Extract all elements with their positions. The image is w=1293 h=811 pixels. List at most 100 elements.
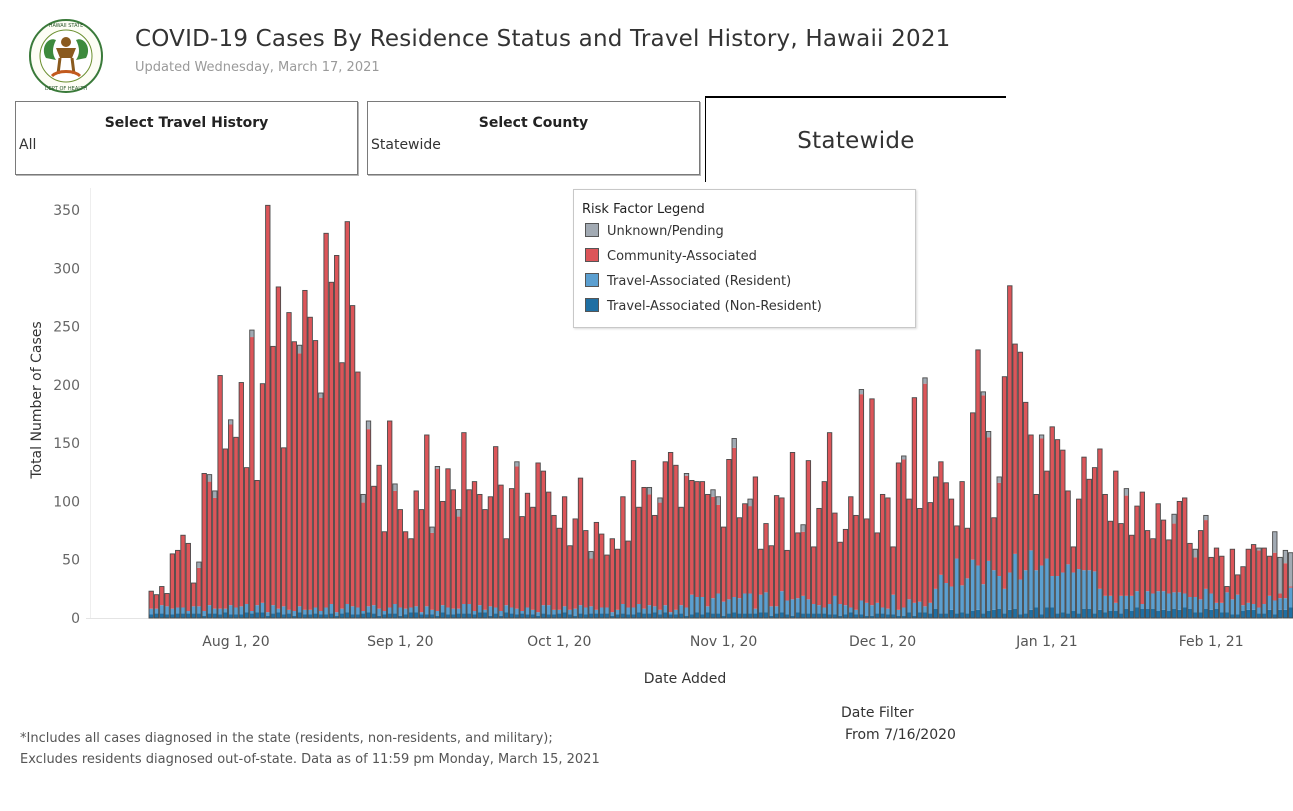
bar-travel-nonresident [737, 613, 742, 618]
bar-community [451, 489, 456, 609]
bar-travel-resident [1055, 576, 1060, 614]
bar-community [1108, 521, 1113, 596]
bar-travel-resident [922, 606, 928, 613]
bar-outline [424, 434, 430, 619]
bar-outline [1155, 503, 1161, 619]
legend-item-unknown[interactable]: Unknown/Pending [585, 223, 724, 239]
bar-stacks [148, 204, 1293, 619]
bar-travel-nonresident [1267, 609, 1272, 618]
bar-travel-resident [1166, 593, 1171, 612]
legend-item-community[interactable]: Community-Associated [585, 248, 757, 264]
bar-travel-nonresident [949, 609, 954, 618]
bar-travel-nonresident [350, 614, 355, 618]
bar-community [562, 496, 567, 607]
bar-community [922, 383, 928, 607]
bar-community [472, 481, 477, 612]
bar-stack [296, 344, 303, 619]
legend-item-travel-resident[interactable]: Travel-Associated (Resident) [585, 273, 791, 289]
bar-travel-resident [689, 594, 694, 615]
bar-outline [190, 582, 197, 619]
bar-community [684, 475, 689, 608]
bar-outline [826, 432, 833, 619]
travel-history-filter[interactable]: Select Travel History All [15, 101, 358, 175]
bar-community [641, 487, 647, 609]
bar-community [1065, 490, 1071, 565]
bar-outline [1129, 534, 1135, 619]
bar-outline [434, 466, 441, 619]
bar-community [1055, 439, 1060, 577]
bar-travel-nonresident [424, 614, 429, 618]
bar-travel-resident [800, 595, 806, 614]
bar-community [557, 528, 562, 610]
bar-travel-nonresident [938, 613, 944, 618]
bar-travel-resident [631, 607, 636, 615]
bar-stack [784, 549, 790, 619]
legend-label-travel-resident: Travel-Associated (Resident) [607, 274, 792, 289]
county-filter[interactable]: Select County Statewide [367, 101, 700, 175]
bar-travel-nonresident [944, 613, 949, 618]
bar-travel-nonresident [1018, 614, 1023, 618]
bar-stack [625, 540, 631, 619]
bar-outline [1171, 513, 1177, 619]
bar-stack [1023, 401, 1029, 619]
bar-community [806, 460, 811, 600]
bar-outline [217, 375, 223, 619]
bar-stack [408, 538, 414, 619]
y-axis-ticks: 0 50 100 150 200 250 300 350 [53, 203, 80, 627]
bar-travel-nonresident [657, 614, 663, 618]
bar-travel-resident [435, 611, 440, 616]
county-filter-value[interactable]: Statewide [371, 137, 441, 153]
bar-travel-resident [753, 608, 758, 614]
bar-travel-nonresident [376, 615, 382, 618]
bar-travel-resident [392, 604, 398, 614]
bar-community [1018, 352, 1023, 580]
bar-travel-resident [1277, 598, 1283, 610]
bar-travel-nonresident [1230, 614, 1235, 618]
bar-travel-resident [202, 611, 207, 616]
bar-outline [1118, 523, 1124, 619]
bar-unknown [361, 494, 366, 503]
bar-community [885, 497, 891, 609]
bar-stack [795, 532, 801, 619]
date-filter-value[interactable]: From 7/16/2020 [845, 727, 956, 743]
bar-outline [1102, 493, 1108, 619]
bar-travel-nonresident [244, 612, 249, 618]
bar-stack [355, 371, 361, 619]
bar-outline [752, 476, 759, 619]
bar-travel-resident [1283, 598, 1288, 610]
bar-stack [466, 489, 472, 619]
bar-travel-resident [991, 570, 997, 610]
bar-stack [879, 493, 886, 619]
bar-travel-nonresident [451, 614, 456, 618]
bar-travel-resident [260, 602, 265, 613]
bar-travel-nonresident [853, 614, 859, 618]
bar-community [1256, 550, 1262, 608]
bar-travel-nonresident [228, 614, 233, 618]
bar-community [255, 480, 260, 606]
bar-travel-resident [954, 558, 959, 614]
bar-outline [1208, 556, 1214, 619]
legend-item-travel-nonresident[interactable]: Travel-Associated (Non-Resident) [585, 298, 822, 314]
travel-history-filter-value[interactable]: All [19, 137, 37, 153]
bar-travel-nonresident [875, 613, 880, 618]
bar-outline [1097, 448, 1103, 619]
bar-travel-nonresident [429, 614, 435, 618]
bar-outline [604, 554, 610, 619]
bar-travel-resident [302, 609, 308, 615]
bar-travel-nonresident [1028, 609, 1034, 618]
bar-travel-resident [1007, 572, 1012, 610]
logo-lettering-top: HAWAII STATE [49, 23, 84, 29]
bar-unknown [1277, 557, 1283, 594]
bar-community [594, 522, 599, 610]
bar-community [1230, 549, 1235, 600]
bar-travel-nonresident [1065, 613, 1071, 618]
bar-travel-nonresident [1044, 607, 1050, 618]
bar-travel-resident [196, 606, 202, 614]
bar-travel-nonresident [1251, 609, 1256, 618]
bar-outline [773, 495, 780, 619]
bar-stack [1224, 586, 1230, 619]
bar-stack [233, 436, 239, 619]
bar-travel-resident [912, 602, 917, 616]
bar-stack [954, 525, 960, 619]
bar-stack [477, 493, 483, 619]
